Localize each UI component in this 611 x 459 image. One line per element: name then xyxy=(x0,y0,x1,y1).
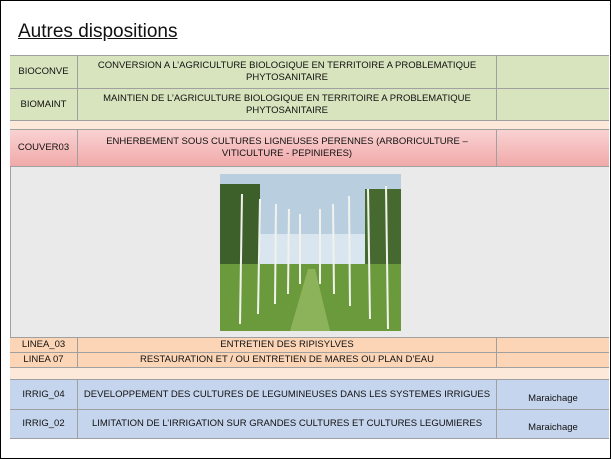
table-row: COUVER03 ENHERBEMENT SOUS CULTURES LIGNE… xyxy=(10,129,609,166)
table-row: LINEA 07 RESTAURATION ET / OU ENTRETIEN … xyxy=(10,352,609,367)
description: DEVELOPPEMENT DES CULTURES DE LEGUMINEUS… xyxy=(78,380,497,409)
spacer-row xyxy=(10,120,609,129)
code: LINEA 07 xyxy=(10,353,78,367)
table-row: LINEA_03 ENTRETIEN DES RIPISYLVES xyxy=(10,337,609,352)
image-row xyxy=(10,166,609,337)
photo xyxy=(219,173,401,331)
note: Maraichage xyxy=(528,422,578,433)
table-row: IRRIG_04 DEVELOPPEMENT DES CULTURES DE L… xyxy=(10,379,609,409)
code: BIOMAINT xyxy=(10,89,78,120)
code: COUVER03 xyxy=(10,130,78,166)
note: Maraichage xyxy=(528,392,578,404)
code: LINEA_03 xyxy=(10,338,78,352)
note xyxy=(497,338,609,352)
note xyxy=(497,56,609,88)
code: IRRIG_02 xyxy=(10,410,78,438)
note xyxy=(497,89,609,120)
description: MAINTIEN DE L’AGRICULTURE BIOLOGIQUE EN … xyxy=(78,89,497,120)
table-row: BIOMAINT MAINTIEN DE L’AGRICULTURE BIOLO… xyxy=(10,88,609,120)
description: ENTRETIEN DES RIPISYLVES xyxy=(78,338,497,352)
description: CONVERSION A L’AGRICULTURE BIOLOGIQUE EN… xyxy=(78,56,497,88)
table-row: BIOCONVE CONVERSION A L’AGRICULTURE BIOL… xyxy=(10,55,609,88)
code: BIOCONVE xyxy=(10,56,78,88)
note xyxy=(497,353,609,367)
spacer-row xyxy=(10,367,609,379)
note xyxy=(497,130,609,166)
description: ENHERBEMENT SOUS CULTURES LIGNEUSES PERE… xyxy=(78,130,497,166)
description: LIMITATION DE L’IRRIGATION SUR GRANDES C… xyxy=(78,410,497,438)
table-row: IRRIG_02 LIMITATION DE L’IRRIGATION SUR … xyxy=(10,409,609,439)
description: RESTAURATION ET / OU ENTRETIEN DE MARES … xyxy=(78,353,497,367)
title: Autres dispositions xyxy=(18,21,178,42)
code: IRRIG_04 xyxy=(10,380,78,409)
